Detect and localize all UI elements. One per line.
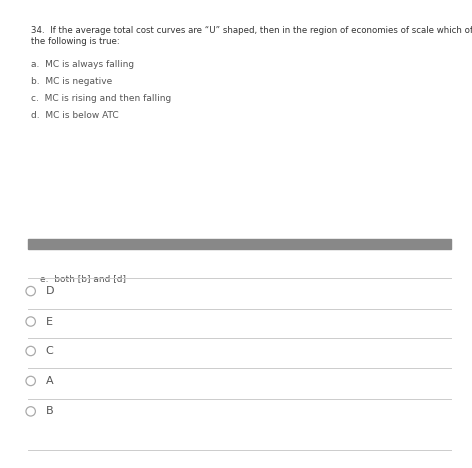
Text: D: D bbox=[46, 286, 54, 296]
Text: a.  MC is always falling: a. MC is always falling bbox=[31, 60, 134, 69]
Text: c.  MC is rising and then falling: c. MC is rising and then falling bbox=[31, 94, 171, 102]
Bar bbox=[28, 239, 451, 249]
Text: A: A bbox=[46, 376, 53, 386]
Text: e.  both [b] and [d]: e. both [b] and [d] bbox=[40, 274, 126, 283]
Text: C: C bbox=[46, 346, 53, 356]
Text: B: B bbox=[46, 406, 53, 417]
Text: b.  MC is negative: b. MC is negative bbox=[31, 77, 112, 86]
Text: the following is true:: the following is true: bbox=[31, 37, 119, 46]
Text: d.  MC is below ATC: d. MC is below ATC bbox=[31, 111, 118, 120]
Text: 34.  If the average total cost curves are “U” shaped, then in the region of econ: 34. If the average total cost curves are… bbox=[31, 26, 472, 35]
Text: E: E bbox=[46, 316, 53, 327]
